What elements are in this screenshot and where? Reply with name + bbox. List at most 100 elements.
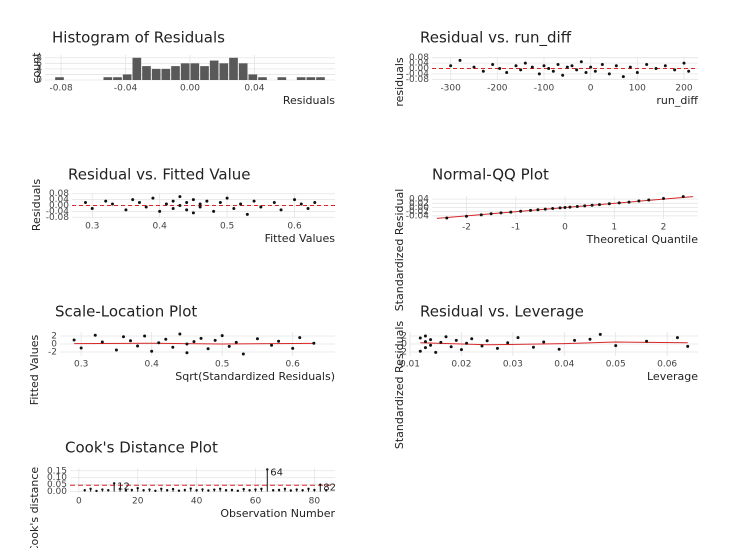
point: [212, 209, 216, 213]
point: [199, 336, 203, 340]
point: [637, 199, 641, 203]
y-tick-label: -0.04: [406, 69, 430, 79]
point: [563, 206, 567, 209]
x-tick-label: 0.04: [244, 84, 264, 94]
x-tick-label: 0.00: [180, 84, 200, 94]
point: [110, 202, 114, 206]
y-tick-label: 0.08: [409, 53, 429, 63]
point: [575, 204, 579, 208]
point: [531, 345, 535, 349]
stem-point: [207, 489, 210, 492]
point: [614, 344, 618, 348]
point: [542, 64, 546, 68]
point: [519, 68, 523, 72]
stem-point: [124, 489, 128, 492]
stem-point: [319, 483, 322, 486]
stem-point: [248, 489, 251, 492]
point: [654, 67, 658, 70]
point: [418, 349, 422, 353]
point: [565, 65, 569, 69]
stem-point: [224, 489, 228, 492]
point: [218, 201, 222, 205]
y-tick-label: 0.00: [49, 201, 69, 211]
stem-point: [313, 488, 316, 492]
point: [673, 68, 677, 72]
y-tick-label: 0.08: [49, 189, 69, 199]
stem-point: [213, 488, 216, 491]
point: [645, 62, 649, 66]
stem-point: [89, 487, 92, 491]
point: [523, 61, 527, 65]
trend-line: [74, 342, 314, 345]
bar: [55, 77, 64, 80]
stem-point: [154, 489, 157, 492]
y-tick-label: -2: [398, 348, 407, 358]
x-tick-label: 0: [588, 84, 594, 94]
bar: [132, 57, 142, 80]
point: [151, 196, 155, 200]
stem-point: [83, 489, 86, 492]
bar: [161, 68, 171, 80]
stem-point: [218, 487, 222, 491]
y-tick-label: 6: [36, 59, 42, 69]
point: [647, 198, 651, 202]
point: [178, 332, 182, 336]
point: [429, 343, 433, 347]
point: [551, 207, 555, 211]
y-tick-label: 0.00: [47, 487, 67, 497]
point: [232, 206, 236, 210]
point: [675, 336, 679, 340]
point: [687, 69, 691, 73]
point: [682, 61, 686, 65]
point: [506, 341, 510, 345]
y-tick-label: -0.04: [46, 207, 70, 217]
point: [561, 73, 565, 77]
y-tick-label: -0.04: [406, 211, 430, 221]
y-tick-label: 2: [401, 332, 407, 342]
y-tick-label: -0.02: [406, 207, 429, 217]
x-axis-label: run_diff: [656, 94, 698, 107]
point: [681, 195, 685, 199]
point: [556, 62, 560, 66]
x-tick-label: 1: [611, 223, 617, 233]
point: [445, 216, 449, 220]
x-tick-label: 100: [629, 84, 646, 94]
x-tick-label: 0.06: [657, 360, 677, 370]
point: [485, 339, 489, 343]
stem-point: [171, 487, 175, 491]
bar: [219, 63, 229, 80]
point: [558, 206, 562, 210]
stem-point: [189, 487, 192, 490]
panel-title: Scale-Location Plot: [55, 303, 197, 321]
panel: Residual vs. Fitted Value-0.08-0.040.000…: [30, 166, 335, 246]
stem-point: [277, 488, 281, 492]
point: [298, 336, 302, 340]
stem-point: [130, 488, 134, 492]
point: [178, 204, 182, 207]
point: [498, 67, 502, 70]
point: [458, 58, 462, 62]
point: [621, 75, 625, 79]
point: [509, 210, 513, 214]
x-axis-label: Sqrt(Standardized Residuals): [175, 370, 335, 383]
point: [312, 341, 316, 345]
point: [537, 72, 541, 76]
point: [93, 333, 97, 337]
point: [206, 347, 210, 351]
stem-point: [183, 488, 187, 492]
bar: [209, 60, 219, 80]
point: [489, 212, 493, 216]
point: [573, 338, 577, 342]
point: [614, 64, 618, 68]
point: [234, 340, 238, 344]
bar: [248, 74, 258, 80]
y-tick-label: 0.02: [409, 199, 429, 209]
point: [536, 208, 540, 212]
point: [245, 212, 249, 216]
point: [185, 208, 189, 212]
point: [449, 345, 453, 349]
bar: [258, 77, 267, 80]
point: [423, 346, 427, 350]
stem-point: [266, 468, 269, 471]
